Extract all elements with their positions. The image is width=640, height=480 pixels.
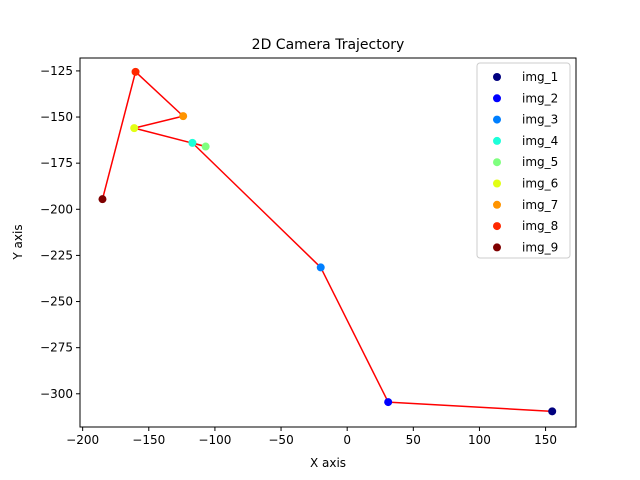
legend: img_1 img_2 img_3 img_4 img_5 img_6 img_7 img_8… — [476, 62, 571, 259]
trajectory-segment — [388, 401, 553, 413]
y-tick-label: −175 — [40, 156, 73, 170]
legend-marker — [493, 115, 501, 124]
point-img-6 — [130, 124, 139, 133]
legend-label: img_4 — [522, 134, 558, 148]
axes-frame — [79, 57, 577, 428]
legend-box — [476, 62, 571, 259]
trajectory-segment — [134, 115, 184, 129]
point-img-2 — [384, 398, 393, 407]
legend-marker — [493, 200, 501, 209]
legend-label: img_7 — [522, 198, 558, 212]
legend-marker — [493, 222, 501, 231]
point-img-8 — [131, 67, 140, 76]
legend-label: img_1 — [522, 70, 558, 84]
point-img-1 — [548, 407, 557, 416]
y-axis-label: Y axis — [11, 224, 25, 260]
x-tick-label: −150 — [132, 433, 165, 447]
y-tick-label: −300 — [40, 387, 73, 401]
legend-label: img_6 — [522, 177, 558, 191]
point-img-7 — [179, 112, 188, 121]
x-tick-label: 50 — [406, 433, 421, 447]
chart-title: 2D Camera Trajectory — [252, 37, 405, 53]
point-img-3 — [316, 263, 325, 272]
y-tick-label: −250 — [40, 295, 73, 309]
y-axis-ticks: −125 −150 −175 −200 −225 −250 −275 −300 — [40, 64, 80, 401]
x-tick-label: 0 — [343, 433, 351, 447]
y-tick-label: −150 — [40, 110, 73, 124]
x-tick-label: −50 — [268, 433, 293, 447]
y-tick-label: −125 — [40, 64, 73, 78]
x-tick-label: −100 — [198, 433, 231, 447]
x-tick-label: −200 — [66, 433, 99, 447]
trajectory-segment — [135, 71, 184, 117]
point-img-9 — [98, 195, 107, 204]
trajectory-points — [98, 67, 557, 416]
legend-label: img_8 — [522, 219, 558, 233]
legend-marker — [493, 158, 501, 167]
x-axis-ticks: −200 −150 −100 −50 0 50 100 150 — [66, 427, 557, 447]
trajectory-lines — [101, 71, 553, 413]
x-tick-label: 100 — [468, 433, 491, 447]
point-img-4 — [188, 138, 197, 147]
legend-label: img_5 — [522, 155, 558, 169]
legend-label: img_3 — [522, 113, 558, 127]
y-tick-label: −225 — [40, 248, 73, 262]
legend-label: img_9 — [522, 240, 558, 254]
point-img-5 — [201, 142, 210, 151]
x-axis-label: X axis — [310, 456, 346, 470]
trajectory-segment — [191, 142, 322, 268]
legend-marker — [493, 179, 501, 188]
trajectory-segment — [101, 71, 137, 200]
y-tick-label: −275 — [40, 341, 73, 355]
legend-label: img_2 — [522, 91, 558, 105]
legend-marker — [493, 243, 501, 252]
y-tick-label: −200 — [40, 202, 73, 216]
x-tick-label: 150 — [534, 433, 557, 447]
trajectory-segment — [320, 267, 389, 403]
legend-marker — [493, 94, 501, 103]
legend-marker — [493, 73, 501, 81]
legend-marker — [493, 136, 501, 145]
